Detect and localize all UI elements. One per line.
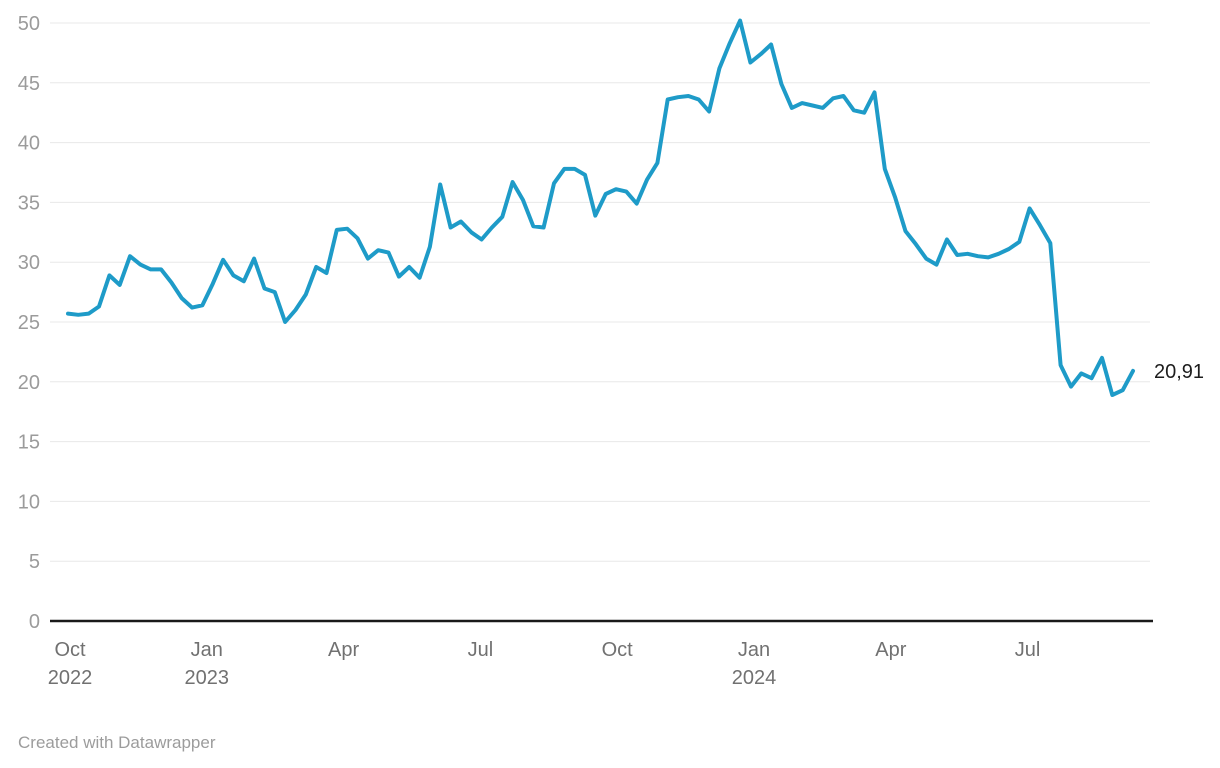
x-tick-label: Jul	[1015, 639, 1041, 661]
y-tick-label: 50	[18, 13, 40, 35]
x-tick-label: Oct	[602, 639, 634, 661]
x-tick-label: Oct	[54, 639, 86, 661]
y-tick-label: 20	[18, 372, 40, 394]
x-tick-label: Jul	[468, 639, 494, 661]
data-line	[66, 18, 1135, 397]
datawrapper-credit-link[interactable]: Created with Datawrapper	[18, 733, 216, 752]
y-tick-label: 45	[18, 73, 40, 95]
y-tick-label: 40	[18, 133, 40, 155]
x-tick-year-label: 2022	[48, 667, 93, 689]
y-tick-label: 25	[18, 312, 40, 334]
y-tick-label: 0	[29, 611, 40, 633]
x-tick-label: Apr	[875, 639, 906, 661]
x-tick-label: Jan	[191, 639, 223, 661]
x-tick-year-label: 2024	[732, 667, 777, 689]
x-tick-label: Apr	[328, 639, 359, 661]
y-tick-label: 5	[29, 551, 40, 573]
y-tick-label: 35	[18, 192, 40, 214]
x-tick-label: Jan	[738, 639, 770, 661]
end-value-label: 20,91	[1154, 361, 1205, 383]
y-tick-label: 10	[18, 491, 40, 513]
y-tick-label: 30	[18, 252, 40, 274]
y-tick-label: 15	[18, 432, 40, 454]
x-tick-year-label: 2023	[185, 667, 230, 689]
